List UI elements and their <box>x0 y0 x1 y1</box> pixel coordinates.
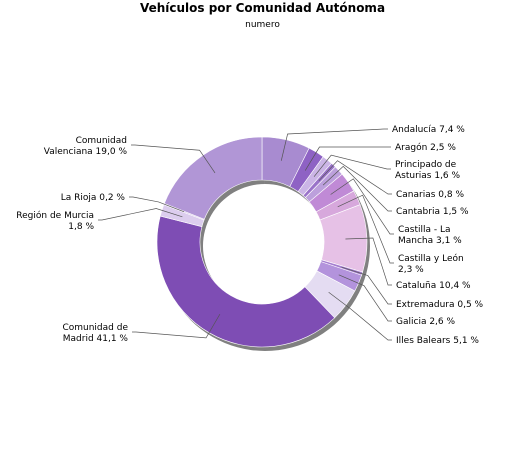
slice-label-2: Principado de Asturias 1,6 % <box>395 160 461 181</box>
slice-label-9: Galicia 2,6 % <box>396 317 455 327</box>
leader-line-14 <box>131 144 216 174</box>
leader-line-10 <box>328 292 392 341</box>
slice-label-10: Illes Balears 5,1 % <box>396 336 479 346</box>
leader-line-8 <box>341 266 392 305</box>
chart-subtitle: numero <box>245 20 280 30</box>
leader-line-3 <box>318 160 392 195</box>
leader-line-4 <box>322 165 392 212</box>
leader-line-11 <box>132 313 221 339</box>
leader-line-0 <box>280 128 388 161</box>
slice-14 <box>163 136 263 220</box>
slice-label-6: Castilla y León 2,3 % <box>398 253 464 275</box>
chart-title: Vehículos por Comunidad Autónoma <box>139 1 386 15</box>
slice-label-8: Extremadura 0,5 % <box>396 300 484 310</box>
slice-label-12: Región de Murcia 1,8 % <box>16 210 94 232</box>
leader-line-13 <box>129 196 185 213</box>
leader-line-12 <box>98 208 183 221</box>
slice-label-1: Aragón 2,5 % <box>395 142 456 153</box>
leader-line-1 <box>304 146 391 171</box>
slice-label-0: Andalucía 7,4 % <box>392 125 465 135</box>
slice-11 <box>156 215 336 348</box>
slice-label-5: Castilla - La Mancha 3,1 % <box>398 225 462 246</box>
leader-line-2 <box>313 154 391 177</box>
slice-label-3: Canarias 0,8 % <box>396 190 464 200</box>
leader-line-5 <box>330 178 394 235</box>
slice-label-14: Comunidad Valenciana 19,0 % <box>44 136 128 157</box>
slice-label-13: La Rioja 0,2 % <box>61 193 126 203</box>
leader-line-7 <box>345 237 392 286</box>
slice-label-4: Cantabria 1,5 % <box>396 207 469 217</box>
slice-label-11: Comunidad de Madrid 41,1 % <box>62 323 128 344</box>
leader-line-9 <box>338 274 392 322</box>
slice-label-7: Cataluña 10,4 % <box>396 281 471 291</box>
leader-line-6 <box>337 194 394 264</box>
